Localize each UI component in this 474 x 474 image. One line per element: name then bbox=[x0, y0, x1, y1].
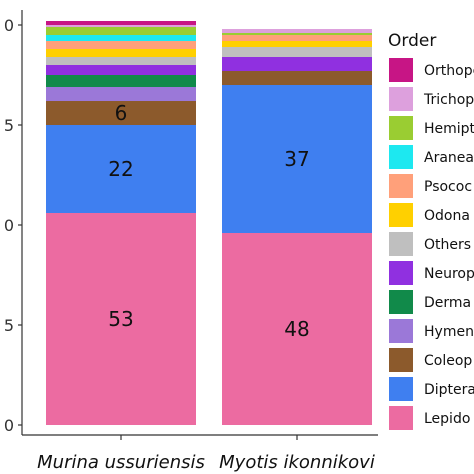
legend-label: Derma bbox=[424, 295, 471, 311]
legend-label: Lepido bbox=[424, 411, 470, 427]
y-tick-label: 0 bbox=[4, 216, 14, 235]
bar-segment-psococ bbox=[46, 41, 196, 49]
legend-label: Neurop bbox=[424, 266, 474, 282]
bar-segment-diptera bbox=[222, 85, 372, 233]
y-tick-label: 5 bbox=[4, 116, 14, 135]
bar-segment-aranea bbox=[46, 35, 196, 41]
y-tick-label: 0 bbox=[4, 416, 14, 435]
bar-segment-others bbox=[222, 47, 372, 57]
y-tick-label: 0 bbox=[4, 16, 14, 35]
legend-swatch bbox=[389, 174, 413, 198]
legend-label: Coleop bbox=[424, 353, 472, 369]
bar-segment-diptera bbox=[46, 125, 196, 213]
legend-swatch bbox=[389, 348, 413, 372]
y-axis: 0 5 0 5 0 bbox=[4, 10, 23, 435]
bars-group bbox=[46, 21, 372, 425]
legend-label: Psococ bbox=[424, 179, 472, 195]
bar-segment-lepido bbox=[46, 213, 196, 425]
bar-segment-neurop bbox=[46, 65, 196, 75]
legend-label: Diptera bbox=[424, 382, 474, 398]
x-axis: Murina ussuriensis Myotis ikonnikovi bbox=[22, 434, 378, 473]
legend-swatch bbox=[389, 261, 413, 285]
x-tick-label: Murina ussuriensis bbox=[37, 452, 205, 473]
legend-swatch bbox=[389, 116, 413, 140]
legend-swatch bbox=[389, 232, 413, 256]
legend-label: Odona bbox=[424, 208, 470, 224]
legend-swatch bbox=[389, 406, 413, 430]
bar-segment-hymen bbox=[46, 87, 196, 101]
legend-swatch bbox=[389, 377, 413, 401]
legend-swatch bbox=[389, 58, 413, 82]
legend-swatch bbox=[389, 145, 413, 169]
bar-segment-orthope bbox=[46, 21, 196, 25]
legend: Order Orthope Trichop Hemipt Aranea Psococ Odo… bbox=[388, 31, 474, 430]
bar-segment-odona bbox=[46, 49, 196, 57]
legend-label: Others bbox=[424, 237, 471, 253]
data-label: 48 bbox=[284, 317, 309, 341]
data-label: 37 bbox=[284, 147, 309, 171]
bar-segment-trichop bbox=[46, 25, 196, 27]
legend-swatch bbox=[389, 290, 413, 314]
y-tick-label: 5 bbox=[4, 316, 14, 335]
bar-segment-psococ bbox=[222, 35, 372, 41]
bar-segment-coleop bbox=[46, 101, 196, 125]
bar-segment-trichop bbox=[222, 29, 372, 33]
data-labels: 53 22 6 48 37 bbox=[108, 101, 309, 341]
legend-label: Hymen bbox=[424, 324, 474, 340]
legend-swatch bbox=[389, 87, 413, 111]
data-label: 22 bbox=[108, 157, 133, 181]
legend-label: Trichop bbox=[423, 92, 474, 108]
legend-label: Hemipt bbox=[424, 121, 474, 137]
bar-segment-lepido bbox=[222, 233, 372, 425]
data-label: 53 bbox=[108, 307, 133, 331]
bar-segment-odona bbox=[222, 41, 372, 47]
bar-segment-others bbox=[46, 57, 196, 65]
bar-segment-hemipt bbox=[222, 33, 372, 35]
bar-segment-neurop bbox=[222, 57, 372, 71]
legend-label: Aranea bbox=[424, 150, 474, 166]
bar-segment-hemipt bbox=[46, 27, 196, 35]
bar-segment-coleop bbox=[222, 71, 372, 85]
legend-title: Order bbox=[388, 31, 436, 51]
bar-segment-derma bbox=[46, 75, 196, 87]
legend-swatch bbox=[389, 203, 413, 227]
x-tick-label: Myotis ikonnikovi bbox=[219, 452, 375, 473]
legend-label: Orthope bbox=[424, 63, 474, 79]
legend-swatch bbox=[389, 319, 413, 343]
data-label: 6 bbox=[115, 101, 128, 125]
